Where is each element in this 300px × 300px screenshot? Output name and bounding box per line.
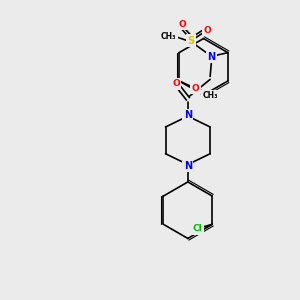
Text: CH₃: CH₃ (161, 32, 176, 41)
Text: N: N (184, 160, 192, 171)
Text: Cl: Cl (193, 224, 202, 233)
Text: S: S (187, 36, 194, 46)
Text: O: O (191, 84, 199, 93)
Text: CH₃: CH₃ (202, 91, 218, 100)
Text: O: O (172, 80, 180, 88)
Text: O: O (178, 20, 186, 29)
Text: O: O (203, 26, 211, 35)
Text: N: N (184, 110, 192, 120)
Text: N: N (208, 52, 216, 62)
